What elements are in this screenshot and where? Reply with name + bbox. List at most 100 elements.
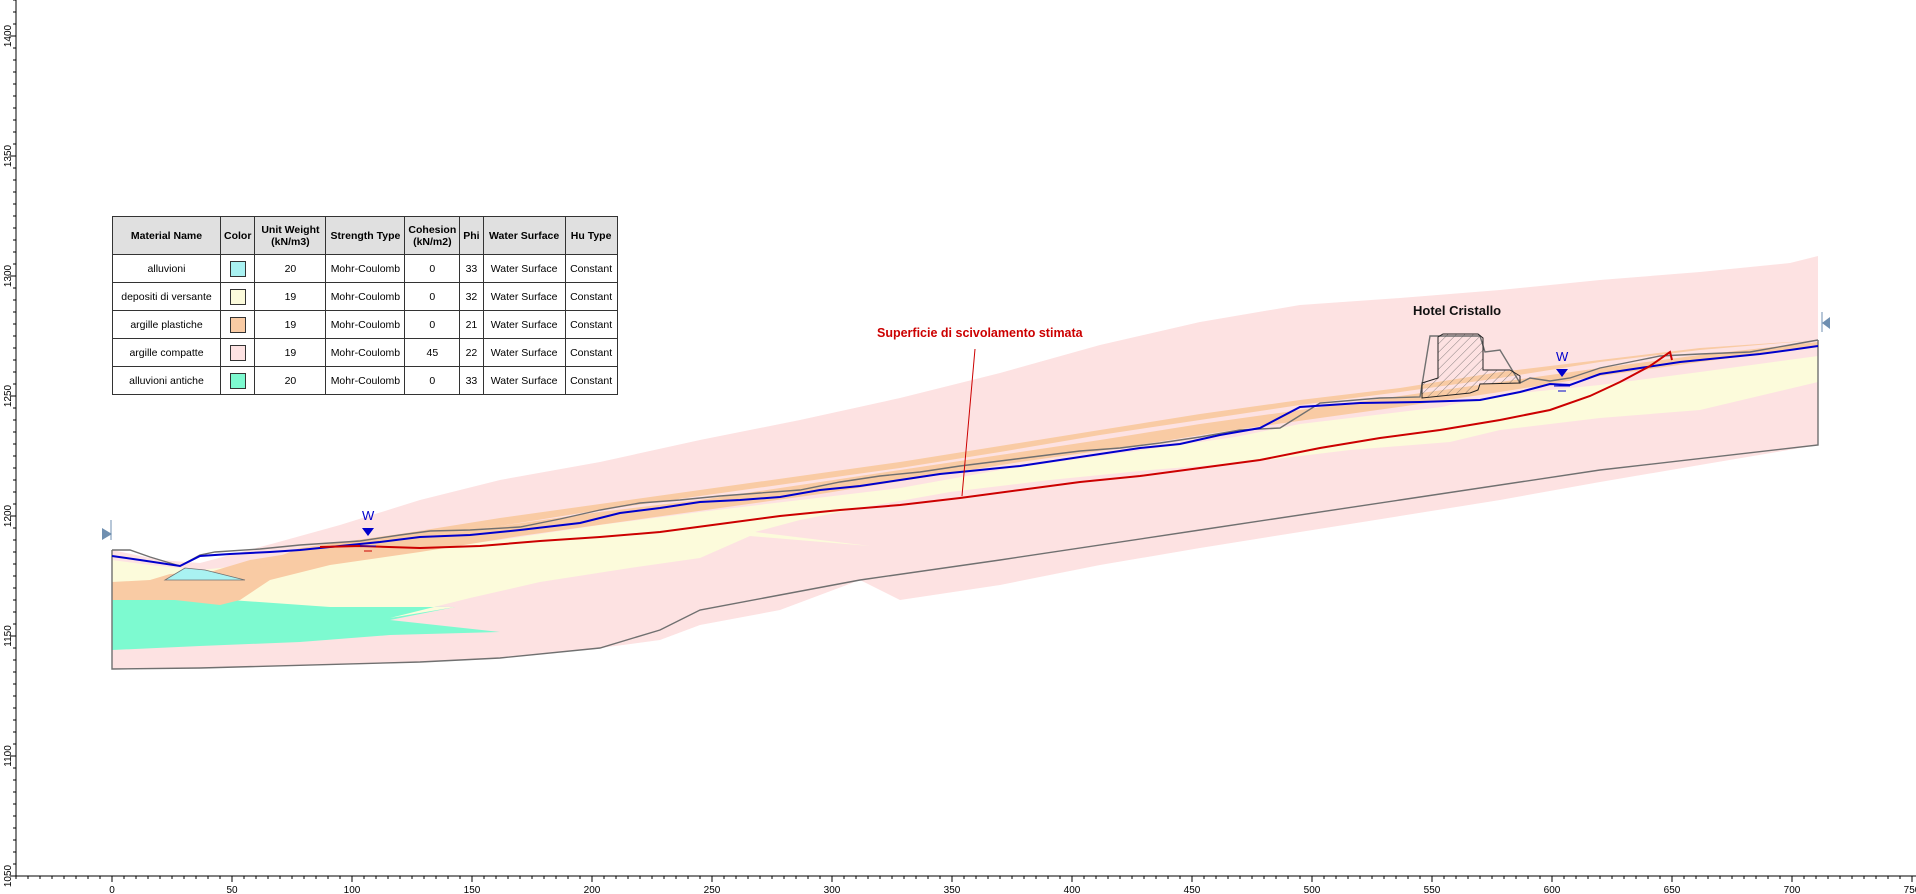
legend-cell-cohesion: 0 (404, 366, 461, 395)
header-phi: Phi (459, 216, 484, 255)
legend-cell-strength-type: Mohr-Coulomb (325, 366, 406, 395)
slip-surface-leader (961, 348, 976, 497)
legend-cell-strength-type: Mohr-Coulomb (325, 254, 406, 283)
x-tick-label: 700 (1784, 885, 1801, 894)
legend-cell-material-name: alluvioni antiche (112, 366, 221, 395)
legend-cell-phi: 22 (459, 338, 484, 367)
x-tick-label: 300 (824, 885, 841, 894)
header-hu-type: Hu Type (564, 216, 618, 255)
legend-cell-cohesion: 0 (404, 310, 461, 339)
material-color-swatch (229, 372, 246, 389)
materials-legend-table: Material Name Color Unit Weight (kN/m3) … (112, 216, 618, 395)
legend-cell-phi: 32 (459, 282, 484, 311)
ground-surface (112, 335, 1819, 567)
layer-depositi-upper (1220, 360, 1818, 456)
hotel-label: Hotel Cristallo (1413, 303, 1502, 318)
legend-row: depositi di versante 19 Mohr-Coulomb 0 32 Wat… (112, 282, 618, 311)
header-unit-weight: Unit Weight (kN/m3) (254, 216, 327, 255)
x-tick-label: 350 (944, 885, 961, 894)
legend-cell-hu-type: Constant (564, 310, 618, 339)
y-tick-label: 1100 (3, 745, 14, 767)
legend-cell-strength-type: Mohr-Coulomb (325, 338, 406, 367)
legend-cell-unit-weight: 19 (254, 338, 327, 367)
x-tick-label: 100 (344, 885, 361, 894)
legend-cell-water-surface: Water Surface (482, 338, 566, 367)
y-tick-label: 1250 (3, 384, 14, 407)
x-tick-label: 550 (1424, 885, 1441, 894)
material-color-swatch (229, 344, 246, 361)
legend-cell-cohesion: 0 (404, 282, 461, 311)
water-table-marker-right (1554, 369, 1570, 392)
x-tick-label: 400 (1064, 885, 1081, 894)
header-color: Color (219, 216, 256, 255)
legend-cell-hu-type: Constant (564, 282, 618, 311)
header-material-name: Material Name (112, 216, 221, 255)
legend-cell-phi: 21 (459, 310, 484, 339)
legend-cell-color-swatch (219, 254, 256, 283)
x-tick-label: 250 (704, 885, 721, 894)
legend-row: alluvioni antiche 20 Mohr-Coulomb 0 33 Water … (112, 366, 618, 395)
legend-cell-unit-weight: 19 (254, 310, 327, 339)
layer-argille-plastiche-2 (112, 342, 1818, 600)
boundary-marker-left (102, 528, 112, 540)
legend-cell-cohesion: 45 (404, 338, 461, 367)
y-tick-label: 1400 (3, 24, 14, 47)
material-color-swatch (229, 288, 246, 305)
material-color-swatch (229, 316, 246, 333)
legend-cell-unit-weight: 20 (254, 366, 327, 395)
legend-cell-phi: 33 (459, 254, 484, 283)
x-axis: 0 50 100 150 200 250 300 350 400 450 500 550 600 650 7… (15, 875, 1916, 894)
x-tick-label: 600 (1544, 885, 1561, 894)
legend-cell-water-surface: Water Surface (482, 254, 566, 283)
legend-cell-color-swatch (219, 282, 256, 311)
y-tick-label: 1200 (3, 504, 14, 527)
layer-alluvioni (163, 567, 246, 581)
legend-cell-water-surface: Water Surface (482, 310, 566, 339)
x-tick-label: 450 (1184, 885, 1201, 894)
legend-row: argille compatte 19 Mohr-Coulomb 45 22 Water … (112, 338, 618, 367)
legend-cell-hu-type: Constant (564, 254, 618, 283)
slip-surface-line (319, 350, 1673, 550)
legend-cell-strength-type: Mohr-Coulomb (325, 282, 406, 311)
legend-cell-material-name: argille plastiche (112, 310, 221, 339)
legend-cell-water-surface: Water Surface (482, 282, 566, 311)
layer-alluvioni-antiche (112, 600, 500, 650)
legend-cell-material-name: alluvioni (112, 254, 221, 283)
hotel-building (1421, 333, 1521, 399)
legend-cell-strength-type: Mohr-Coulomb (325, 310, 406, 339)
water-marker-label-left: W (362, 508, 375, 523)
x-tick-label: 150 (464, 885, 481, 894)
header-strength-type: Strength Type (325, 216, 406, 255)
slip-surface-label: Superficie di scivolamento stimata (877, 326, 1083, 340)
legend-cell-cohesion: 0 (404, 254, 461, 283)
legend-cell-color-swatch (219, 338, 256, 367)
header-cohesion: Cohesion (kN/m2) (404, 216, 461, 255)
x-tick-label: 0 (109, 885, 115, 894)
legend-cell-water-surface: Water Surface (482, 366, 566, 395)
legend-cell-unit-weight: 20 (254, 254, 327, 283)
x-tick-label: 500 (1304, 885, 1321, 894)
boundary-marker-right (1822, 317, 1830, 329)
x-tick-label: 200 (584, 885, 601, 894)
y-tick-label: 1350 (3, 144, 14, 167)
legend-header-row: Material Name Color Unit Weight (kN/m3) … (112, 216, 618, 255)
legend-cell-unit-weight: 19 (254, 282, 327, 311)
legend-row: argille plastiche 19 Mohr-Coulomb 0 21 Water … (112, 310, 618, 339)
section-base (111, 340, 1819, 670)
legend-row: alluvioni 20 Mohr-Coulomb 0 33 Water Surface C… (112, 254, 618, 283)
header-water-surface: Water Surface (482, 216, 566, 255)
water-marker-label-right: W (1556, 349, 1569, 364)
legend-cell-color-swatch (219, 310, 256, 339)
y-tick-label: 1150 (3, 625, 14, 647)
legend-cell-color-swatch (219, 366, 256, 395)
x-tick-label: 50 (226, 885, 238, 894)
legend-cell-material-name: argille compatte (112, 338, 221, 367)
x-tick-label: 750 (1904, 885, 1916, 894)
legend-cell-hu-type: Constant (564, 366, 618, 395)
y-tick-label: 1300 (3, 264, 14, 287)
y-axis: 1050 1100 1150 1200 1250 1300 1350 1400 (3, 0, 17, 887)
water-table-marker-left (360, 528, 376, 552)
x-tick-label: 650 (1664, 885, 1681, 894)
legend-cell-hu-type: Constant (564, 338, 618, 367)
